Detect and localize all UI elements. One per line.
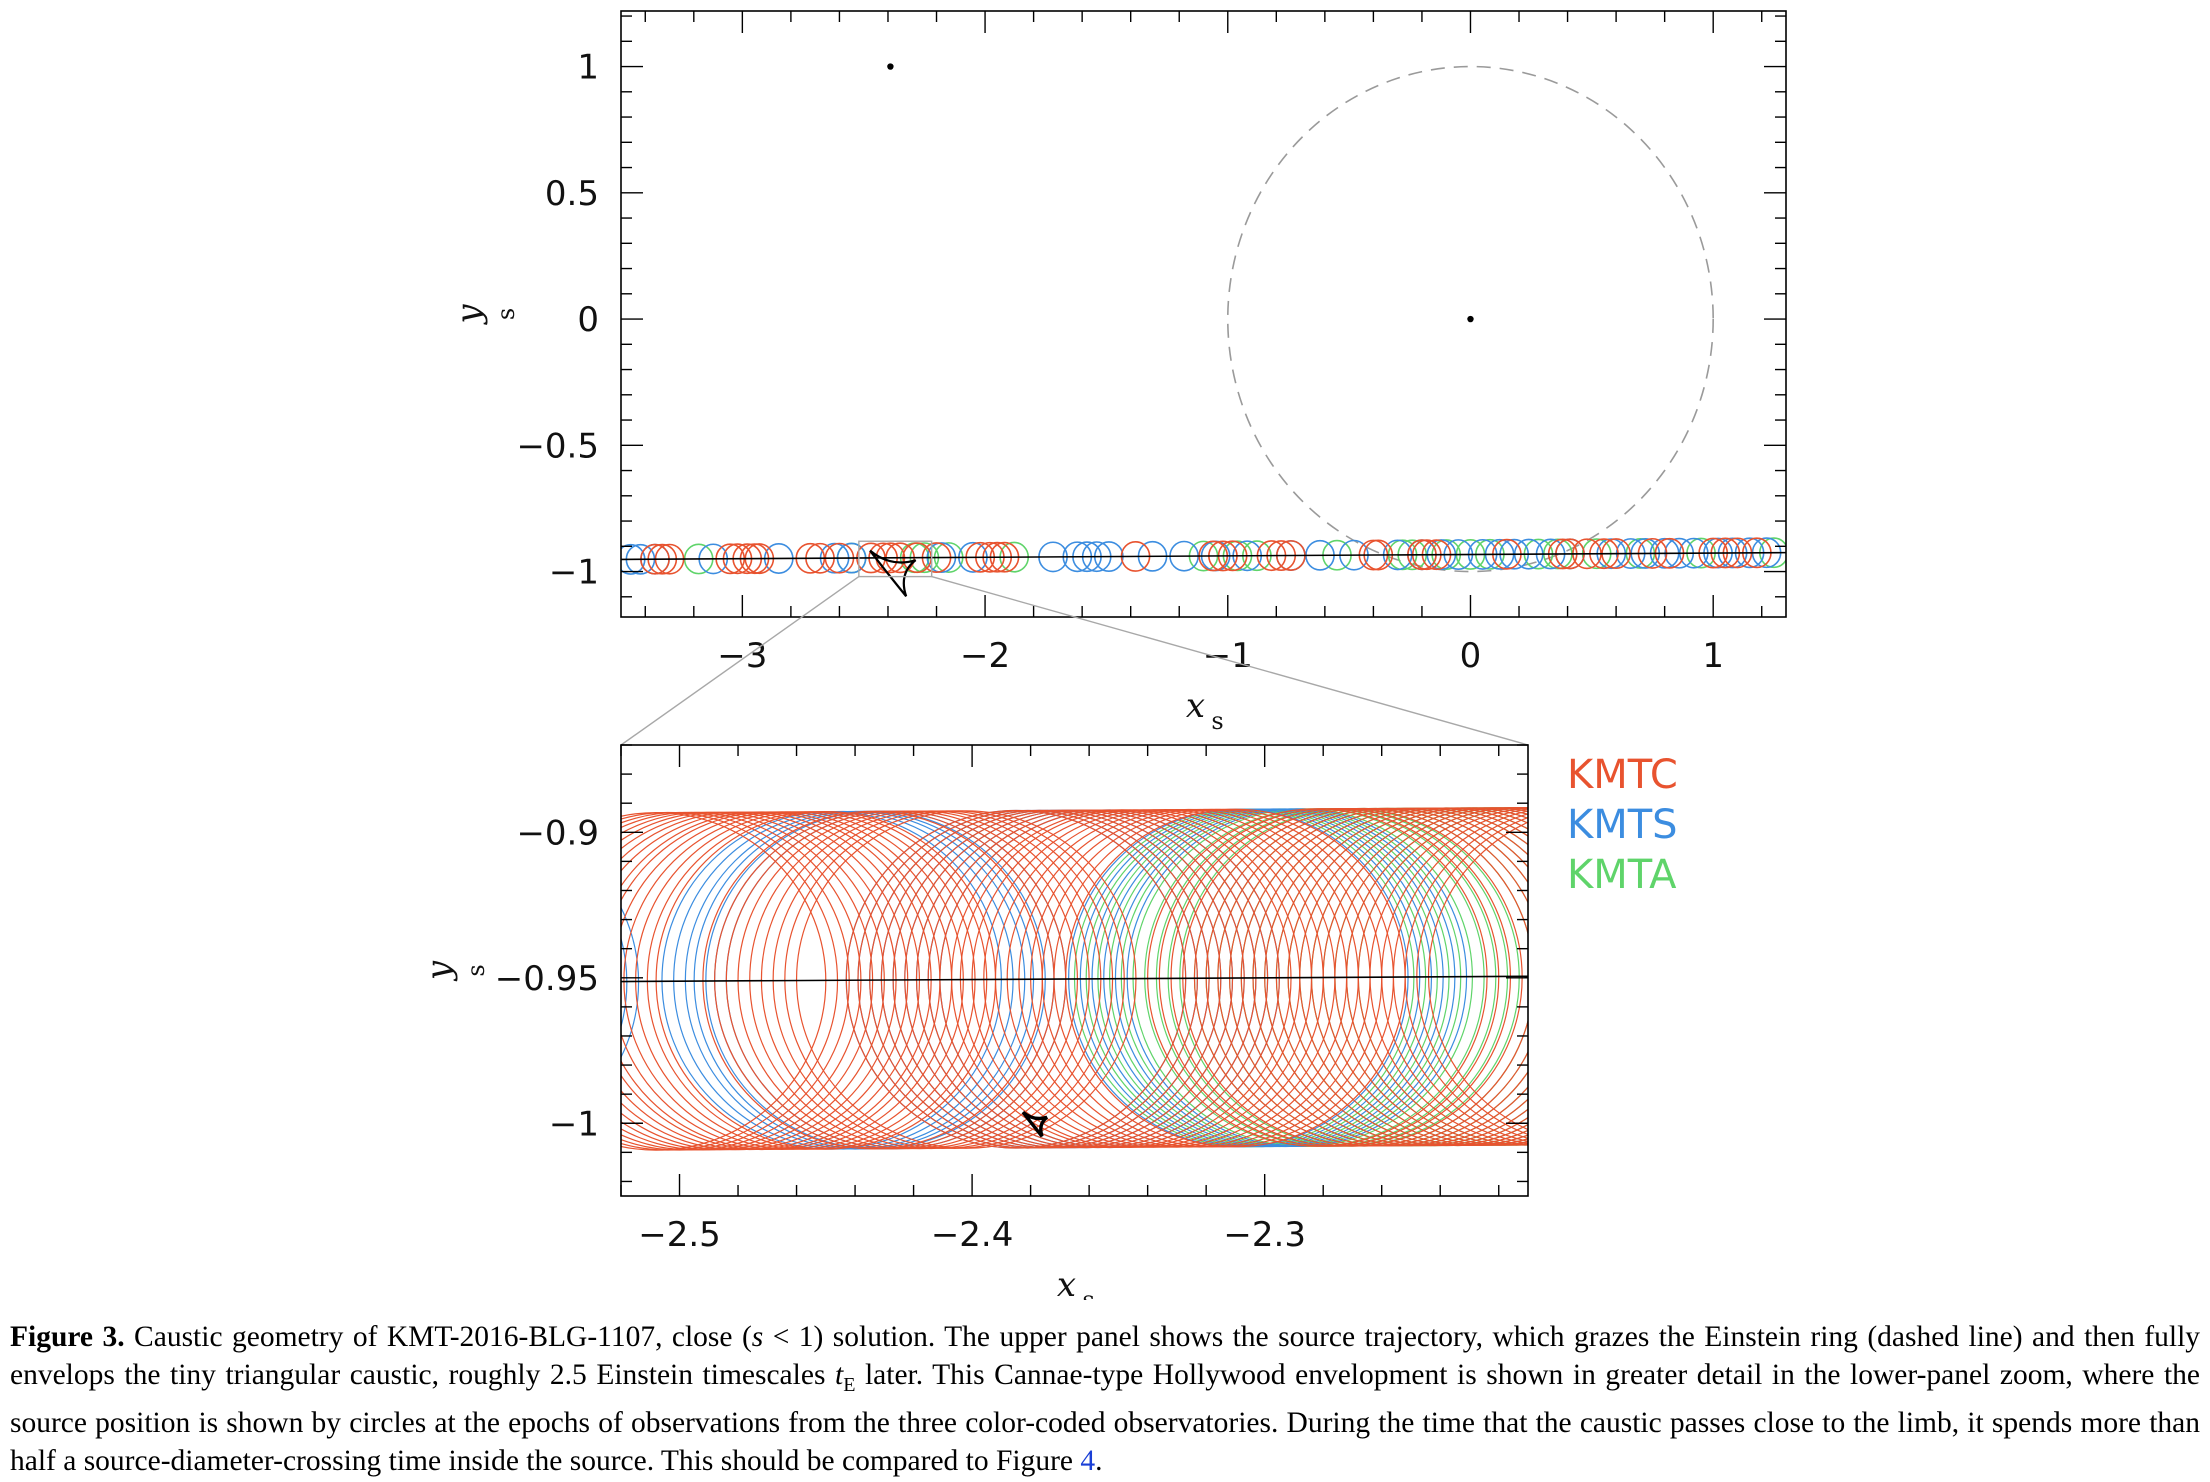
y-tick-label: −0.95 — [495, 959, 599, 999]
source-circle-kmtc — [795, 810, 1137, 1149]
source-circle-kmtc — [1404, 813, 1528, 1139]
plot-frame — [620, 10, 1787, 618]
y-tick-label: −1 — [549, 553, 599, 593]
zoom-line-left — [620, 576, 860, 746]
legend-label-kmta: KMTA — [1567, 852, 1677, 898]
figure-caption: Figure 3. Caustic geometry of KMT-2016-B… — [10, 1318, 2200, 1480]
source-circle-kmtc — [1369, 807, 1528, 1146]
figure-3: −3 −2 −1 0 110.50−0.5−1x sy s −2.5 −2.4 −2.3−0.9… — [419, 10, 1787, 1300]
y-tick-label: 0.5 — [545, 174, 599, 214]
lens-point — [887, 63, 894, 70]
x-tick-label: −2 — [960, 636, 1010, 676]
source-circle-kmtc — [1381, 808, 1528, 1144]
source-circle-kmts — [621, 936, 628, 1029]
caption-text-1: Caustic geometry of KMT-2016-BLG-1107, c… — [124, 1321, 752, 1353]
series-kmtc — [621, 807, 1528, 1151]
y-tick-label: 0 — [577, 300, 599, 340]
source-circle-kmts — [1126, 808, 1468, 1148]
source-trajectory — [621, 551, 1786, 561]
caustic — [869, 549, 917, 597]
plot-area — [621, 63, 1786, 597]
ticks — [621, 11, 1786, 617]
plot-area — [621, 807, 1528, 1151]
caption-text-3: later. This Cannae-type Hollywood envelo… — [10, 1359, 2200, 1477]
x-axis-title: x — [1186, 686, 1205, 726]
caption-s-variable: s — [751, 1321, 764, 1353]
x-tick-label: −2.3 — [1223, 1215, 1306, 1255]
x-tick-label: −2.4 — [931, 1215, 1014, 1255]
zoom-connector-lines — [620, 540, 1529, 746]
caption-te-subscript: E — [843, 1373, 856, 1396]
x-axis-subscript: s — [1211, 707, 1223, 735]
zoom-line-right — [931, 575, 1529, 746]
x-tick-label: 0 — [1460, 636, 1482, 676]
y-tick-label: −1 — [549, 1104, 599, 1144]
legend: KMTC KMTS KMTA — [1567, 752, 1678, 898]
y-axis-subscript: s — [492, 308, 520, 320]
legend-label-kmts: KMTS — [1567, 802, 1678, 848]
y-tick-label: −0.9 — [516, 813, 599, 853]
upper-panel: −3 −2 −1 0 110.50−0.5−1x sy s — [449, 10, 1787, 735]
x-tick-label: 1 — [1702, 636, 1724, 676]
einstein-ring — [1226, 65, 1714, 573]
y-axis-title: y — [419, 960, 459, 982]
source-circle-kmtc — [1416, 816, 1528, 1135]
caption-text-4: . — [1095, 1444, 1103, 1477]
caption-label: Figure 3. — [10, 1321, 125, 1353]
x-axis-subscript: s — [1082, 1286, 1094, 1300]
y-axis-title: y — [449, 304, 489, 326]
caustic — [1021, 1110, 1049, 1138]
legend-label-kmtc: KMTC — [1567, 752, 1678, 798]
caption-te-variable: t — [835, 1359, 844, 1391]
source-circle-kmtc — [1427, 821, 1528, 1131]
y-tick-label: 1 — [577, 48, 599, 88]
source-circle-kmtc — [1357, 807, 1528, 1146]
y-tick-label: −0.5 — [516, 426, 599, 466]
zoom-box — [858, 540, 933, 578]
source-circle-kmts — [621, 906, 640, 1059]
ticks — [620, 744, 1528, 1196]
x-tick-label: −3 — [717, 636, 767, 676]
source-circle-kmtc — [1392, 810, 1528, 1142]
lower-panel: −2.5 −2.4 −2.3−0.9−0.95−1x sy s — [419, 744, 1529, 1300]
caption-figure-link[interactable]: 4 — [1080, 1444, 1096, 1477]
x-tick-label: −2.5 — [638, 1215, 721, 1255]
plot-frame — [620, 744, 1529, 1197]
caption-text-2: < 1) solution. The upper panel shows the… — [10, 1321, 2201, 1391]
y-axis-subscript: s — [462, 964, 490, 976]
source-trajectory — [621, 975, 1528, 983]
lens-point — [1467, 315, 1474, 323]
x-axis-title: x — [1057, 1265, 1076, 1300]
x-tick-label: −1 — [1203, 636, 1253, 676]
